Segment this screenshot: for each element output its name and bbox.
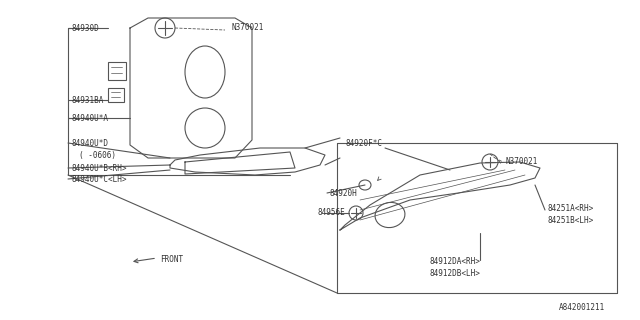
Bar (108, 62, 126, 80)
Text: 84930D: 84930D (72, 23, 100, 33)
Text: 84940U*B<RH>: 84940U*B<RH> (72, 164, 127, 172)
Text: 84956E: 84956E (318, 207, 346, 217)
Text: FRONT: FRONT (160, 255, 183, 265)
Text: N370021: N370021 (232, 22, 264, 31)
Text: 84920H: 84920H (330, 188, 358, 197)
Text: 84931BA: 84931BA (72, 95, 104, 105)
Text: 84940U*A: 84940U*A (72, 114, 109, 123)
Text: ( -0606): ( -0606) (79, 150, 116, 159)
Text: 84912DA<RH>: 84912DA<RH> (430, 258, 481, 267)
Text: 84912DB<LH>: 84912DB<LH> (430, 268, 481, 277)
Text: 84251B<LH>: 84251B<LH> (548, 215, 595, 225)
Text: 84251A<RH>: 84251A<RH> (548, 204, 595, 212)
Text: A842001211: A842001211 (559, 303, 605, 313)
Bar (108, 88, 124, 102)
Text: 84940U*D: 84940U*D (72, 139, 109, 148)
Text: 84920F*C: 84920F*C (345, 139, 382, 148)
Text: 84940U*C<LH>: 84940U*C<LH> (72, 174, 127, 183)
Text: N370021: N370021 (505, 156, 538, 165)
